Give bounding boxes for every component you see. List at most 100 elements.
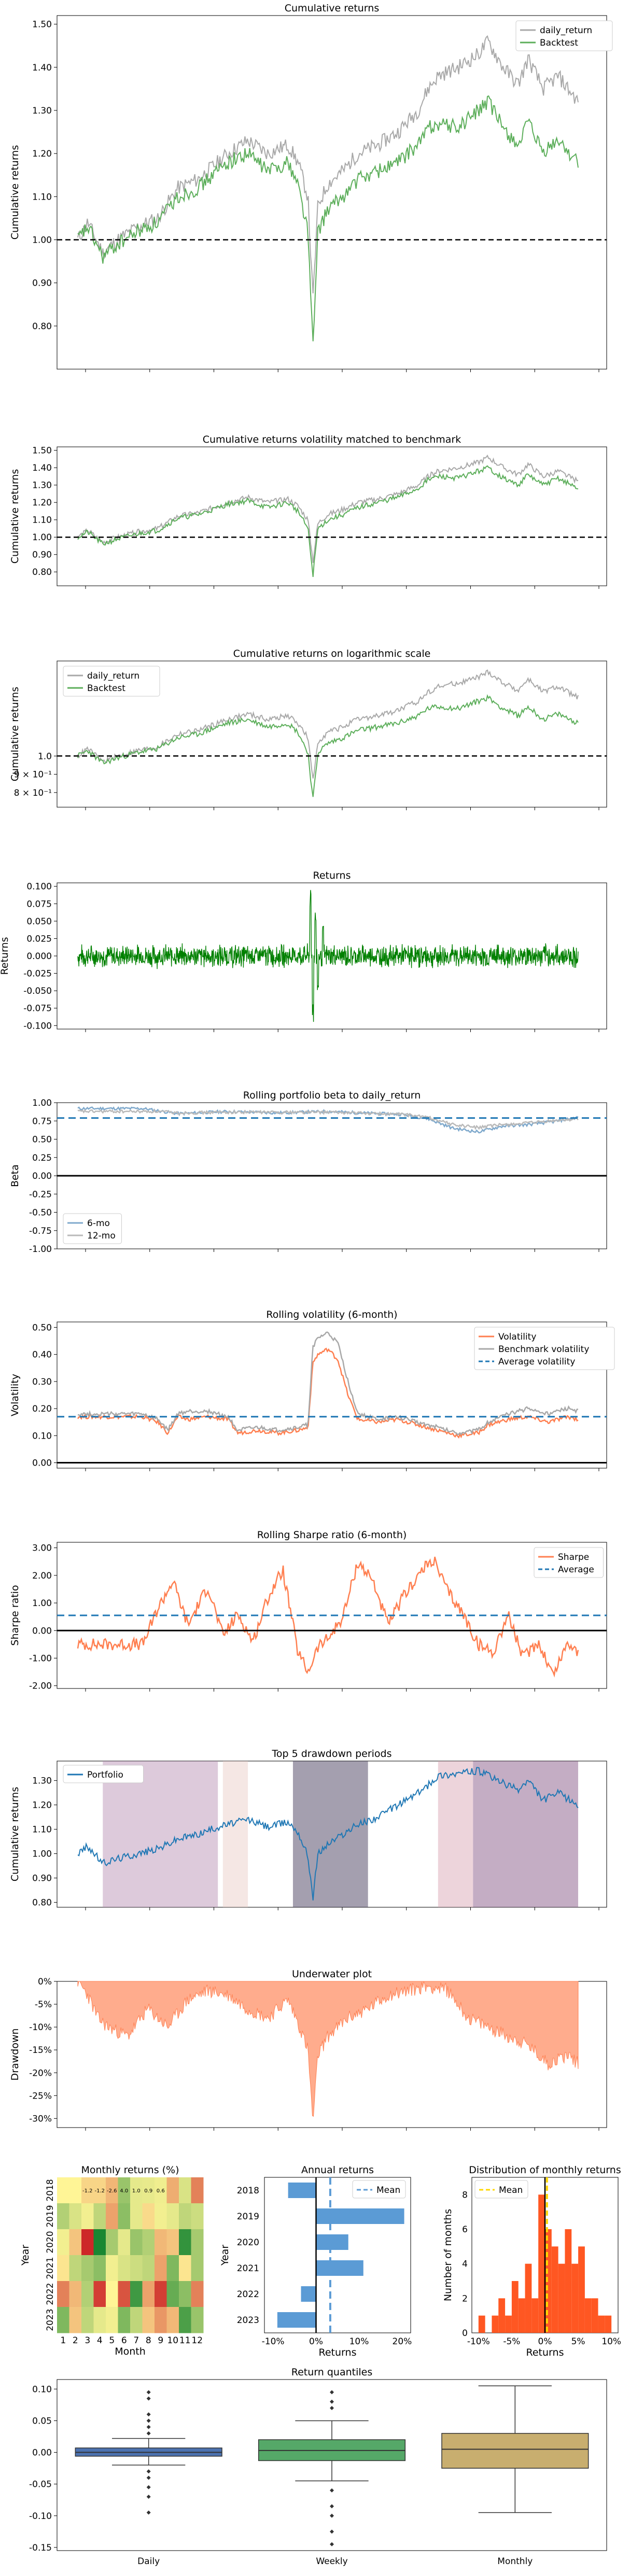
heatmap-title: Monthly returns (%) [81, 2164, 179, 2176]
x-tick-label: Weekly [316, 2556, 347, 2567]
heatmap-cell [118, 2203, 131, 2230]
histogram-bar [578, 2246, 585, 2333]
heatmap-cell [155, 2281, 167, 2307]
year-tick-label: 2023 [45, 2308, 55, 2331]
legend-label: Mean [376, 2185, 400, 2195]
month-tick-label: 7 [133, 2335, 139, 2346]
y-tick-label: 0.000 [26, 951, 52, 962]
y-tick-label: 0.80 [32, 321, 52, 332]
x-tick-label: 5% [571, 2336, 585, 2347]
y-tick-label: -15% [29, 2045, 52, 2056]
y-tick-label: 1.00 [32, 1849, 52, 1860]
legend-distribution: Mean [474, 2180, 528, 2199]
legend-label: Average volatility [498, 1357, 575, 1367]
heatmap-cell [106, 2229, 118, 2256]
chart-title: Rolling Sharpe ratio (6-month) [257, 1529, 407, 1541]
heatmap-cell [179, 2203, 191, 2230]
heatmap-cell [81, 2281, 94, 2307]
heatmap-cell [93, 2203, 106, 2230]
heatmap-cell [81, 2177, 94, 2204]
box-outlier [146, 2396, 151, 2401]
x-tick-label: Daily [137, 2556, 160, 2567]
annual-bar [277, 2312, 316, 2328]
histogram-bar [478, 2315, 485, 2333]
y-tick-label: 0.075 [26, 899, 52, 909]
y-tick-label: 0.50 [32, 1135, 52, 1145]
y-tick-label: 1.40 [32, 63, 52, 73]
year-tick-label: 2018 [45, 2179, 55, 2201]
y-tick-label: 1.10 [32, 192, 52, 202]
heatmap-cell [130, 2307, 143, 2333]
chart-title: Cumulative returns volatility matched to… [203, 434, 461, 445]
month-tick-label: 11 [179, 2335, 191, 2346]
series-line [77, 95, 579, 342]
heatmap-cell [130, 2255, 143, 2282]
histogram-bar [591, 2298, 598, 2333]
legend-label: Mean [499, 2185, 523, 2195]
drawdown-band [103, 1761, 218, 1907]
y-tick-label: -5% [35, 2000, 52, 2010]
heatmap-cell [93, 2307, 106, 2333]
y-tick-label: 0.30 [32, 1377, 52, 1387]
month-tick-label: 4 [97, 2335, 103, 2346]
y-axis-label: Year [219, 2245, 231, 2266]
heatmap-cell [142, 2307, 155, 2333]
heatmap-value: -2.6 [107, 2188, 117, 2194]
legend-label: Benchmark volatility [498, 1344, 589, 1355]
y-tick-label: 0.75 [32, 1116, 52, 1127]
box-outlier [146, 2469, 151, 2474]
month-tick-label: 3 [85, 2335, 90, 2346]
month-tick-label: 2 [73, 2335, 78, 2346]
y-tick-label: 1.50 [32, 446, 52, 456]
legend-label: Sharpe [558, 1552, 589, 1563]
chart-title: Underwater plot [292, 1968, 372, 1980]
histogram-bar [584, 2298, 592, 2333]
y-axis-label: Cumulative returns [9, 1787, 21, 1881]
y-tick-label: 1.00 [32, 235, 52, 245]
heatmap-cell [69, 2177, 82, 2204]
y-tick-label: 1.00 [32, 1598, 52, 1609]
y-tick-label: 0.40 [32, 1350, 52, 1360]
legend-beta: 6-mo 12-mo [63, 1213, 122, 1244]
y-tick-label: 3.00 [32, 1543, 52, 1554]
heatmap-cell [142, 2281, 155, 2307]
heatmap-cell [57, 2177, 69, 2204]
year-tick-label: 2020 [237, 2237, 259, 2248]
legend-box [474, 2180, 528, 2199]
month-tick-label: 9 [158, 2335, 163, 2346]
y-axis-label: Returns [0, 937, 10, 975]
heatmap-cell [106, 2307, 118, 2333]
month-tick-label: 5 [109, 2335, 115, 2346]
y-tick-label: 1.40 [32, 463, 52, 473]
series-line [77, 1106, 579, 1134]
heatmap-cell [166, 2255, 179, 2282]
x-tick-label: -5% [503, 2336, 520, 2347]
heatmap-cell [130, 2281, 143, 2307]
heatmap-cell [81, 2307, 94, 2333]
heatmap-cell [179, 2255, 191, 2282]
annual-bar [316, 2234, 348, 2250]
legend-label: daily_return [540, 25, 592, 36]
heatmap-cell [118, 2255, 131, 2282]
heatmap-cell [166, 2177, 179, 2204]
y-axis-label: Beta [9, 1164, 21, 1187]
histogram-bar [531, 2298, 539, 2333]
y-tick-label: -0.075 [23, 1004, 52, 1014]
series-line [77, 465, 579, 577]
chart-title: Returns [313, 870, 351, 881]
histogram-bar [551, 2246, 558, 2333]
y-tick-label: -25% [29, 2091, 52, 2101]
series-line [77, 35, 579, 294]
y-tick-label: 1.30 [32, 481, 52, 491]
heatmap-cell [130, 2203, 143, 2230]
y-tick-label: 0.00 [32, 1626, 52, 1636]
heatmap-cell [81, 2255, 94, 2282]
heatmap-cell [142, 2229, 155, 2256]
histogram-bar [558, 2263, 565, 2333]
y-tick-label: 8 × 10⁻¹ [14, 788, 52, 798]
heatmap-cell [179, 2307, 191, 2333]
chart-title: Rolling volatility (6-month) [266, 1309, 397, 1320]
y-tick-label: 0% [38, 1977, 52, 1987]
box-outlier [330, 2488, 334, 2493]
